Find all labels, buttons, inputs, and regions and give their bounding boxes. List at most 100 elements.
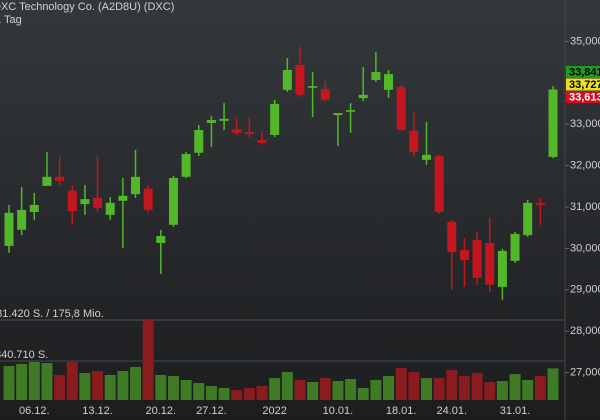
- candle-body: [308, 86, 318, 88]
- x-tick-label: 31.01.: [500, 405, 531, 417]
- volume-bar: [167, 376, 179, 400]
- volume-bar: [534, 376, 546, 400]
- volume-bar: [484, 381, 496, 400]
- volume-bar: [243, 387, 255, 400]
- y-tick-label: 35,000: [570, 35, 600, 47]
- candle-body: [156, 235, 166, 244]
- x-tick-label: 24.01.: [436, 405, 467, 417]
- volume-bar: [130, 367, 142, 400]
- candle-body: [80, 199, 90, 205]
- price-marker-label: 33,727: [569, 79, 600, 91]
- y-tick-label: 28,000: [570, 325, 600, 337]
- volume-bar: [16, 363, 28, 400]
- y-tick-label: 32,000: [570, 160, 600, 172]
- volume-bar: [117, 370, 129, 400]
- candle-body: [485, 243, 495, 285]
- price-marker-label: 33,613: [569, 91, 600, 103]
- volume-bar: [319, 378, 331, 400]
- x-tick-label: 27.12.: [196, 405, 227, 417]
- candle-body: [257, 139, 267, 143]
- y-tick-label: 29,000: [570, 284, 600, 296]
- candle-body: [497, 250, 507, 287]
- candle-body: [4, 212, 14, 246]
- candle-body: [548, 89, 558, 157]
- candle-body: [358, 94, 368, 99]
- volume-bar: [155, 374, 167, 400]
- volume-bar: [205, 385, 217, 400]
- volume-bar: [281, 372, 293, 400]
- volume-bar: [446, 370, 458, 400]
- volume-bar: [256, 385, 268, 400]
- x-tick-label: 20.12.: [146, 405, 177, 417]
- candle-body: [206, 120, 216, 123]
- volume-bar: [345, 378, 357, 400]
- volume-bar: [92, 370, 104, 400]
- candle-body: [421, 154, 431, 160]
- volume-level-label: 840.710 S.: [0, 349, 48, 361]
- volume-bar: [370, 380, 382, 400]
- candle-body: [384, 74, 394, 90]
- volume-bar: [496, 381, 508, 400]
- candle-body: [523, 202, 533, 236]
- candle-body: [510, 233, 520, 261]
- volume-bar: [522, 380, 534, 400]
- volume-bar: [471, 372, 483, 400]
- volume-bar: [408, 372, 420, 400]
- volume-bar: [509, 374, 521, 400]
- volume-label: 681.420 S. / 175,8 Mio.: [0, 308, 104, 320]
- volume-bar: [420, 378, 432, 400]
- volume-bar: [218, 387, 230, 400]
- price-marker-box: [566, 66, 600, 78]
- volume-bar: [79, 372, 91, 400]
- y-tick-label: 30,000: [570, 242, 600, 254]
- candle-body: [55, 176, 65, 181]
- volume-bar: [294, 380, 306, 400]
- candle-body: [232, 129, 242, 133]
- volume-bar: [41, 363, 53, 400]
- price-marker-label: 33,841: [569, 66, 600, 78]
- candle-body: [219, 118, 229, 121]
- volume-bar: [547, 368, 559, 400]
- candle-body: [320, 89, 330, 100]
- candle-body: [295, 64, 305, 95]
- candle-body: [42, 176, 52, 186]
- x-tick-label: 18.01.: [386, 405, 417, 417]
- volume-bar: [332, 381, 344, 400]
- candle-body: [244, 132, 254, 135]
- candle-body: [371, 72, 381, 80]
- volume-bar: [66, 361, 78, 400]
- volume-bar: [54, 374, 66, 400]
- candle-body: [181, 154, 191, 177]
- volume-bar: [458, 376, 470, 400]
- volume-bar: [231, 390, 243, 400]
- volume-bar: [193, 383, 205, 400]
- price-marker-box: [566, 78, 600, 91]
- y-tick-label: 31,000: [570, 201, 600, 213]
- y-tick-label: 33,000: [570, 118, 600, 130]
- candle-body: [67, 190, 77, 212]
- volume-bar: [269, 378, 281, 400]
- interval-label: 1 Tag: [0, 14, 22, 26]
- candle-body: [194, 129, 204, 153]
- candle-body: [333, 113, 343, 116]
- price-marker-box: [566, 91, 600, 103]
- volume-bar: [28, 361, 40, 400]
- candle-body: [459, 250, 469, 260]
- x-tick-label: 2022: [262, 405, 286, 417]
- candle-body: [270, 103, 280, 135]
- volume-bar: [104, 374, 116, 400]
- volume-bar: [142, 320, 154, 400]
- candle-body: [17, 209, 27, 230]
- volume-bar: [357, 387, 369, 400]
- candle-body: [118, 195, 128, 201]
- volume-bar: [383, 376, 395, 400]
- candle-body: [282, 69, 292, 90]
- volume-bar: [307, 381, 319, 400]
- candle-body: [29, 204, 39, 212]
- candle-body: [93, 197, 103, 208]
- y-tick-label: 27,000: [570, 367, 600, 379]
- chart-title: DXC Technology Co. (A2D8U) (DXC): [0, 1, 174, 13]
- candle-body: [131, 176, 141, 195]
- candle-body: [396, 86, 406, 130]
